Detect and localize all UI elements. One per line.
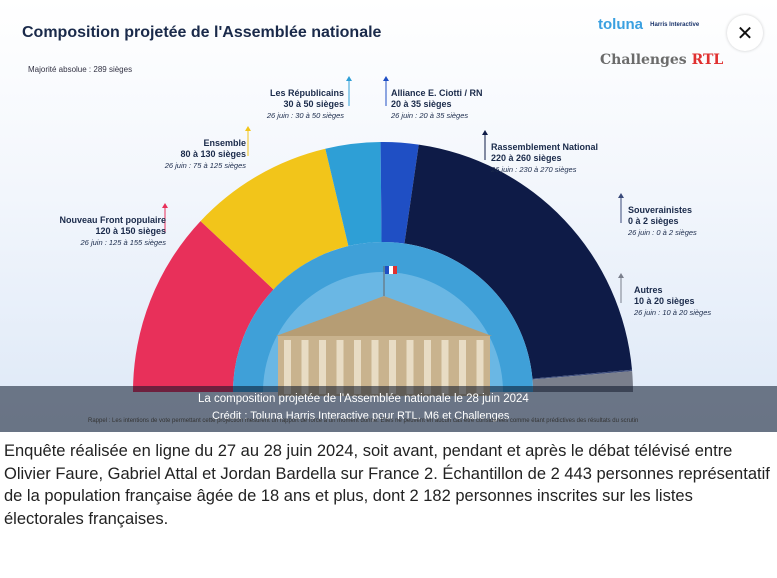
label-ensemble: Ensemble 80 à 130 sièges 26 juin : 75 à …: [165, 138, 246, 171]
caption-backdrop: [0, 386, 777, 432]
building-column: [301, 340, 309, 394]
harris-logo-text: Harris Interactive: [650, 21, 700, 28]
building-column: [424, 340, 431, 394]
building-column: [406, 340, 414, 394]
building-column: [354, 340, 361, 394]
series-range: 120 à 150 sièges: [95, 226, 166, 236]
building-column: [459, 340, 466, 394]
hemicycle-chart: [0, 76, 777, 432]
series-range: 10 à 20 sièges: [634, 296, 695, 306]
series-name: Alliance E. Ciotti / RN: [391, 88, 483, 98]
chart-title: Composition projetée de l'Assemblée nati…: [22, 24, 382, 41]
close-button[interactable]: ✕: [727, 15, 763, 51]
leader-arrow: [346, 76, 352, 81]
flag-white: [389, 266, 393, 274]
label-lr: Les Républicains 30 à 50 sièges 26 juin …: [267, 88, 344, 121]
series-range: 20 à 35 sièges: [391, 99, 452, 109]
building-column: [476, 340, 484, 394]
challenges-logo: Challenges RTL: [600, 52, 723, 68]
series-previous: 26 juin : 230 à 270 sièges: [491, 165, 577, 174]
hemicycle-segment: [133, 221, 274, 392]
building-pediment: [276, 296, 492, 336]
challenges-logo-text: Challenges: [600, 52, 687, 68]
series-name: Nouveau Front populaire: [59, 215, 166, 225]
series-name: Ensemble: [203, 138, 246, 148]
building-column: [319, 340, 326, 394]
series-previous: 26 juin : 10 à 20 sièges: [634, 308, 712, 317]
series-previous: 26 juin : 0 à 2 sièges: [628, 228, 697, 237]
series-name: Rassemblement National: [491, 142, 599, 152]
building-column: [284, 340, 291, 394]
leader-arrow: [618, 193, 624, 198]
series-name: Souverainistes: [628, 205, 693, 215]
series-previous: 26 juin : 30 à 50 sièges: [266, 111, 344, 120]
image-credit: Crédit : Toluna Harris Interactive pour …: [212, 410, 510, 422]
leader-arrow: [162, 203, 168, 208]
label-souverainistes: Souverainistes 0 à 2 sièges 26 juin : 0 …: [628, 205, 697, 238]
hemicycle-segment: [200, 148, 349, 290]
survey-description: Enquête réalisée en ligne du 27 au 28 ju…: [4, 442, 770, 528]
footnote: Rappel : Les intentions de vote permetta…: [88, 418, 639, 424]
leader-arrow: [245, 126, 251, 131]
building-column: [389, 340, 396, 394]
image-caption: La composition projetée de l'Assemblée n…: [198, 393, 529, 405]
building-column: [371, 340, 379, 394]
close-icon: ✕: [736, 22, 754, 45]
series-range: 80 à 130 sièges: [180, 149, 246, 159]
hemicycle-segment: [325, 142, 382, 247]
majority-note: Majorité absolue : 289 sièges: [28, 65, 133, 74]
rtl-logo-text: RTL: [691, 52, 724, 68]
series-previous: 26 juin : 125 à 155 sièges: [80, 238, 166, 247]
hemicycle-segment: [404, 144, 633, 379]
building-column: [336, 340, 344, 394]
toluna-logo-text: toluna: [598, 16, 643, 33]
series-range: 0 à 2 sièges: [628, 216, 679, 226]
series-previous: 26 juin : 75 à 125 sièges: [164, 161, 246, 170]
series-range: 30 à 50 sièges: [283, 99, 344, 109]
label-nfp: Nouveau Front populaire 120 à 150 sièges…: [59, 215, 166, 248]
building-column: [441, 340, 449, 394]
leader-arrow: [482, 130, 488, 135]
flag-blue: [385, 266, 389, 274]
chart-graphic: Composition projetée de l'Assemblée nati…: [0, 0, 777, 432]
label-ciotti: Alliance E. Ciotti / RN 20 à 35 sièges 2…: [391, 88, 483, 121]
leader-arrow: [618, 273, 624, 278]
hemicycle-segment: [532, 369, 633, 380]
series-previous: 26 juin : 20 à 35 sièges: [391, 111, 469, 120]
label-rn: Rassemblement National 220 à 260 sièges …: [491, 142, 598, 175]
toluna-logo: toluna Harris Interactive: [598, 16, 699, 33]
series-name: Les Républicains: [269, 88, 344, 98]
flag-red: [393, 266, 397, 274]
series-name: Autres: [634, 285, 663, 295]
hemicycle-segment: [380, 142, 419, 244]
label-autres: Autres 10 à 20 sièges 26 juin : 10 à 20 …: [634, 285, 711, 318]
leader-arrow: [383, 76, 389, 81]
series-range: 220 à 260 sièges: [491, 153, 562, 163]
